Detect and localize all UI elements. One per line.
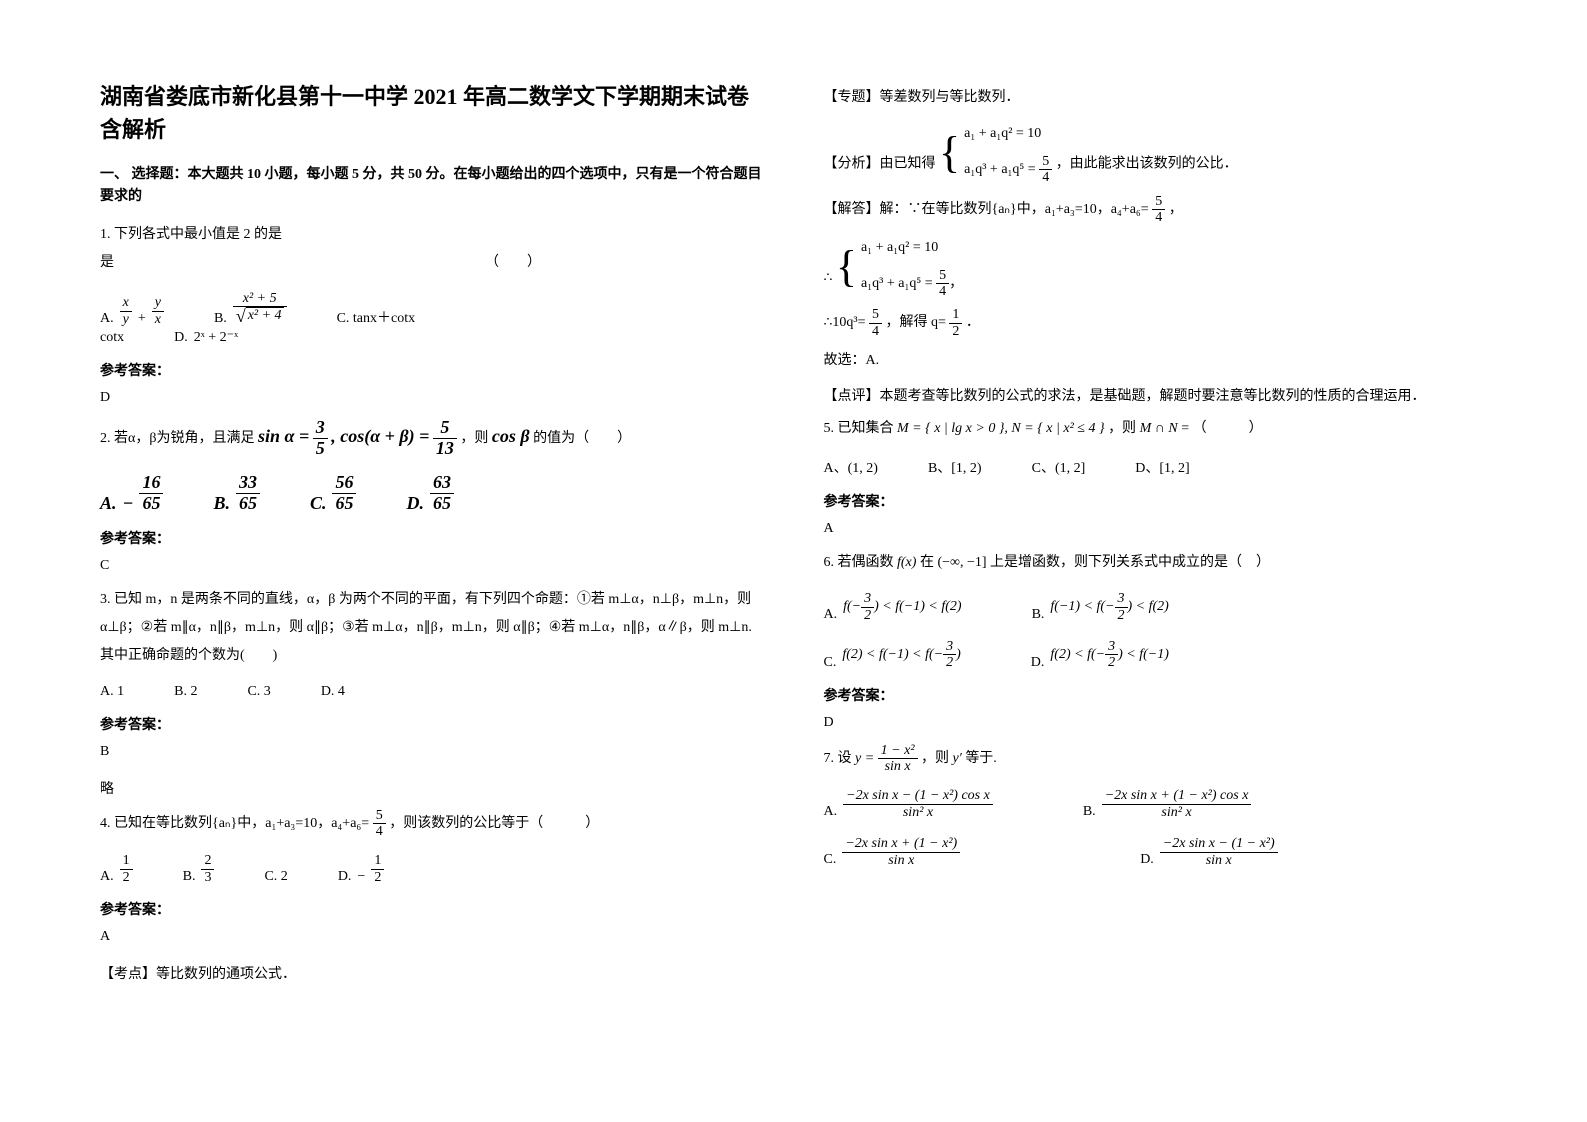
q6-answer: D xyxy=(824,715,1488,731)
q3-opt-c: C. 3 xyxy=(247,684,270,700)
q3-opt-b: B. 2 xyxy=(174,684,197,700)
question-1: 1. 下列各式中最小值是 2 的是 是 （ ） xyxy=(100,221,764,277)
q3-opt-d: D. 4 xyxy=(321,684,345,700)
q1-opt-d: D. 2ˣ + 2⁻ˣ xyxy=(174,329,238,346)
q7-opt-b: B. −2x sin x + (1 − x²) cos xsin² x xyxy=(1083,788,1252,820)
q1-a-label: A. xyxy=(100,311,114,327)
q5-opt-a: A、(1, 2) xyxy=(824,457,878,477)
question-4: 4. 已知在等比数列{aₙ}中，a₁+a₃=10，a₄+a₆= 54 ，则该数列… xyxy=(100,808,764,840)
question-6: 6. 若偶函数 f(x) 在 (−∞, −1] 上是增函数，则下列关系式中成立的… xyxy=(824,549,1488,577)
q2-opt-c: C. 5665 xyxy=(310,473,357,514)
q5-answer-label: 参考答案： xyxy=(824,491,1488,511)
q3-opt-a: A. 1 xyxy=(100,684,124,700)
q6-opt-d: D. f(2) < f(−32) < f(−1) xyxy=(1031,639,1169,671)
q4-opt-d: D. − 12 xyxy=(338,853,385,885)
q6-opt-b: B. f(−1) < f(−32) < f(2) xyxy=(1032,591,1169,623)
q6-opt-a: A. f(−32) < f(−1) < f(2) xyxy=(824,591,962,623)
q5-options: A、(1, 2) B、[1, 2) C、(1, 2] D、[1, 2] xyxy=(824,457,1488,477)
right-column: 【专题】等差数列与等比数列． 【分析】由已知得 { a₁ + a₁q² = 10… xyxy=(824,80,1488,1082)
q4-kaodian: 【考点】等比数列的通项公式． xyxy=(100,961,764,989)
question-5: 5. 已知集合 M = { x | lg x > 0 }, N = { x | … xyxy=(824,415,1488,443)
q2-answer: C xyxy=(100,558,764,574)
q7-opt-d: D. −2x sin x − (1 − x²)sin x xyxy=(1140,836,1277,868)
q6-options-2: C. f(2) < f(−1) < f(−32) D. f(2) < f(−32… xyxy=(824,639,1488,671)
left-column: 湖南省娄底市新化县第十一中学 2021 年高二数学文下学期期末试卷含解析 一、 … xyxy=(100,80,764,1082)
q7-options-1: A. −2x sin x − (1 − x²) cos xsin² x B. −… xyxy=(824,788,1488,820)
q2-opt-d: D. 6365 xyxy=(406,473,454,514)
conclusion-line: ∴10q³= 54 ，解得 q= 12 ． xyxy=(824,307,1488,339)
question-3: 3. 已知 m，n 是两条不同的直线，α，β 为两个不同的平面，有下列四个命题：… xyxy=(100,586,764,670)
q4-options: A. 12 B. 23 C. 2 D. − 12 xyxy=(100,853,764,885)
q2-opt-b: B. 3365 xyxy=(213,473,260,514)
q5-answer: A xyxy=(824,521,1488,537)
q6-answer-label: 参考答案： xyxy=(824,685,1488,705)
q1-answer-label: 参考答案： xyxy=(100,360,764,380)
q2-answer-label: 参考答案： xyxy=(100,528,764,548)
q2-opt-a: A.− 1665 xyxy=(100,473,163,514)
question-7: 7. 设 y = 1 − x²sin x ，则 y′ 等于. xyxy=(824,743,1488,775)
q5-opt-d: D、[1, 2] xyxy=(1135,457,1189,477)
q4-opt-a: A. 12 xyxy=(100,853,133,885)
q4-opt-c: C. 2 xyxy=(264,869,287,885)
document-title: 湖南省娄底市新化县第十一中学 2021 年高二数学文下学期期末试卷含解析 xyxy=(100,80,764,146)
q1-paren: （ ） xyxy=(492,255,541,270)
q1-text: 1. 下列各式中最小值是 2 的是 xyxy=(100,227,282,242)
q1-options: A. xy + yx B. x² + 5 √x² + 4 C. tanx＋cot… xyxy=(100,291,764,327)
jieda-line: 【解答】解：∵在等比数列{aₙ}中，a₁+a₃=10，a₄+a₆= 54 ， xyxy=(824,194,1488,226)
q3-answer: B xyxy=(100,744,764,760)
q4-answer: A xyxy=(100,929,764,945)
dianping: 【点评】本题考查等比数列的公式的求法，是基础题，解题时要注意等比数列的性质的合理… xyxy=(824,383,1488,411)
section-heading: 一、 选择题：本大题共 10 小题，每小题 5 分，共 50 分。在每小题给出的… xyxy=(100,164,764,209)
q1-cotx: cotx xyxy=(100,330,124,346)
q1-opt-c: C. tanx＋cotx xyxy=(337,307,416,327)
q4-opt-b: B. 23 xyxy=(183,853,215,885)
question-2: 2. 若α，β为锐角，且满足 sin α = 35 , cos(α + β) =… xyxy=(100,418,764,459)
q3-extra: 略 xyxy=(100,776,764,804)
q5-opt-c: C、(1, 2] xyxy=(1032,457,1086,477)
q5-opt-b: B、[1, 2) xyxy=(928,457,982,477)
q7-opt-c: C. −2x sin x + (1 − x²)sin x xyxy=(824,836,961,868)
fenxi-line: 【分析】由已知得 { a₁ + a₁q² = 10 a₁q³ + a₁q⁵ = … xyxy=(824,120,1488,186)
therefore-brace: ∴ { a₁ + a₁q² = 10 a₁q³ + a₁q⁵ = 54， xyxy=(824,234,1488,300)
q7-options-2: C. −2x sin x + (1 − x²)sin x D. −2x sin … xyxy=(824,836,1488,868)
q3-answer-label: 参考答案： xyxy=(100,714,764,734)
q1-b-label: B. xyxy=(214,311,227,327)
q6-opt-c: C. f(2) < f(−1) < f(−32) xyxy=(824,639,961,671)
q1-d-label: D. xyxy=(174,330,188,346)
q7-opt-a: A. −2x sin x − (1 − x²) cos xsin² x xyxy=(824,788,993,820)
q1-answer: D xyxy=(100,390,764,406)
q6-options-1: A. f(−32) < f(−1) < f(2) B. f(−1) < f(−3… xyxy=(824,591,1488,623)
zhuanti: 【专题】等差数列与等比数列． xyxy=(824,84,1488,112)
q2-options: A.− 1665 B. 3365 C. 5665 D. 6365 xyxy=(100,473,764,514)
q3-options: A. 1 B. 2 C. 3 D. 4 xyxy=(100,684,764,700)
q1-opt-a: A. xy + yx xyxy=(100,295,164,327)
guxuan: 故选：A. xyxy=(824,347,1488,375)
q4-answer-label: 参考答案： xyxy=(100,899,764,919)
q1-opt-b: B. x² + 5 √x² + 4 xyxy=(214,291,287,327)
q1-options-row2: cotx D. 2ˣ + 2⁻ˣ xyxy=(100,329,764,346)
